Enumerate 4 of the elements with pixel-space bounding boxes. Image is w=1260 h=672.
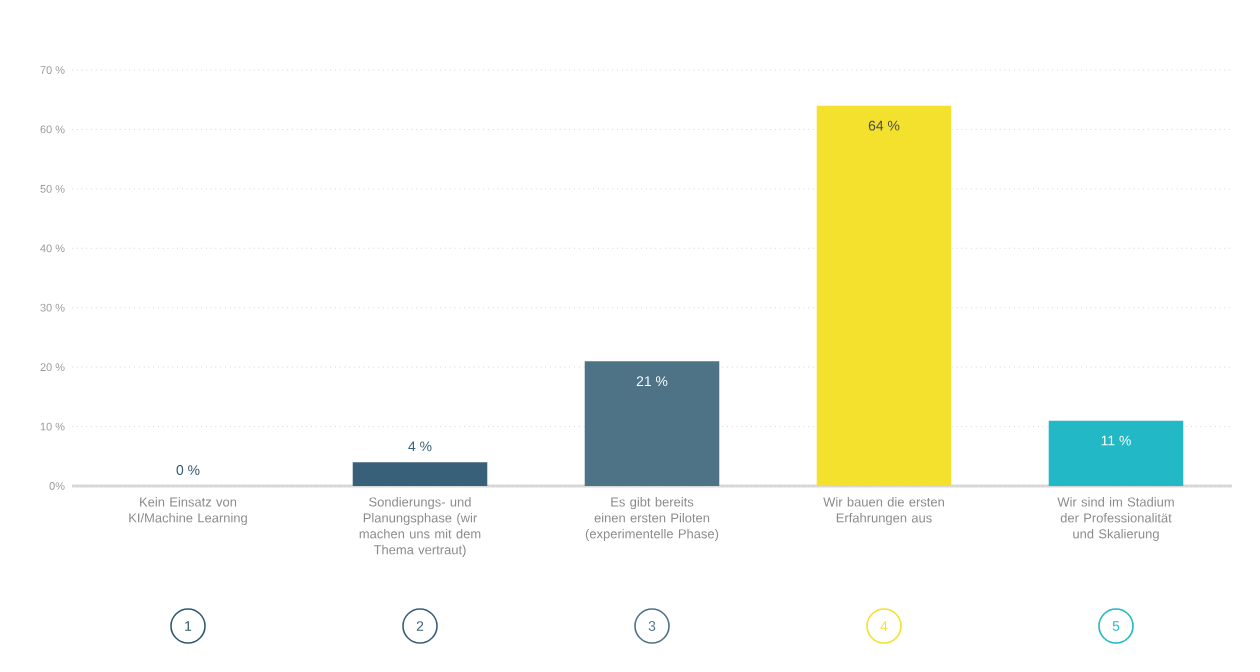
bar [352,462,488,486]
bar [816,105,952,486]
bar [1048,420,1184,486]
bar [584,361,720,486]
